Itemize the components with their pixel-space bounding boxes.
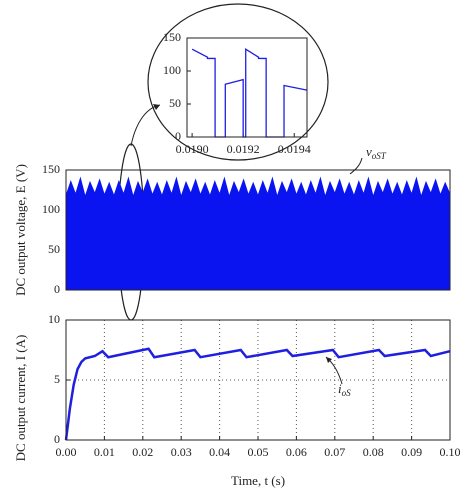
- area: [65, 176, 451, 291]
- line: [191, 48, 308, 138]
- annotation: ioS: [338, 381, 351, 398]
- y-tick-label: 0: [175, 129, 181, 143]
- x-tick-label: 0.0192: [227, 142, 260, 156]
- zoom-arrow: [130, 104, 161, 147]
- plot-frame: [65, 169, 451, 291]
- y-tick-label: 100: [42, 202, 60, 216]
- y-axis-label: DC output voltage, E (V): [13, 164, 28, 296]
- y-tick-label: 100: [163, 63, 181, 77]
- plot-frame: [65, 319, 451, 441]
- x-tick-label: 0.08: [363, 445, 384, 459]
- x-tick-label: 0.04: [209, 445, 230, 459]
- x-tick-label: 0.06: [286, 445, 307, 459]
- x-tick-label: 0.01: [94, 445, 115, 459]
- y-tick-label: 50: [169, 96, 181, 110]
- annotation-subscript: oS: [342, 388, 352, 398]
- arrow-head: [153, 104, 160, 110]
- annotation-subscript: oST: [372, 151, 387, 161]
- x-tick-label: 0.09: [401, 445, 422, 459]
- y-tick-label: 150: [163, 30, 181, 44]
- annotation: voST: [366, 144, 387, 161]
- annotation-text: i: [338, 381, 342, 396]
- y-tick-label: 150: [42, 162, 60, 176]
- annotation-arrow: [349, 157, 363, 175]
- line: [64, 347, 451, 441]
- x-tick-label: 0.00: [56, 445, 77, 459]
- x-tick-label: 0.0194: [278, 142, 311, 156]
- plot-frame: [186, 37, 308, 138]
- y-tick-label: 0: [54, 282, 60, 296]
- x-tick-label: 0.05: [248, 445, 269, 459]
- x-tick-label: 0.10: [440, 445, 461, 459]
- inset-ellipse: [147, 3, 329, 161]
- y-axis-label: DC output current, I (A): [13, 335, 28, 462]
- y-tick-label: 5: [54, 372, 60, 386]
- x-tick-label: 0.02: [132, 445, 153, 459]
- x-tick-label: 0.07: [324, 445, 345, 459]
- y-tick-label: 10: [48, 312, 60, 326]
- x-tick-label: 0.0190: [176, 142, 209, 156]
- y-tick-label: 50: [48, 242, 60, 256]
- x-axis-label: Time, t (s): [231, 473, 285, 488]
- x-tick-label: 0.03: [171, 445, 192, 459]
- arrow-head: [326, 357, 332, 363]
- y-tick-label: 0: [54, 432, 60, 446]
- annotation-text: v: [366, 144, 372, 159]
